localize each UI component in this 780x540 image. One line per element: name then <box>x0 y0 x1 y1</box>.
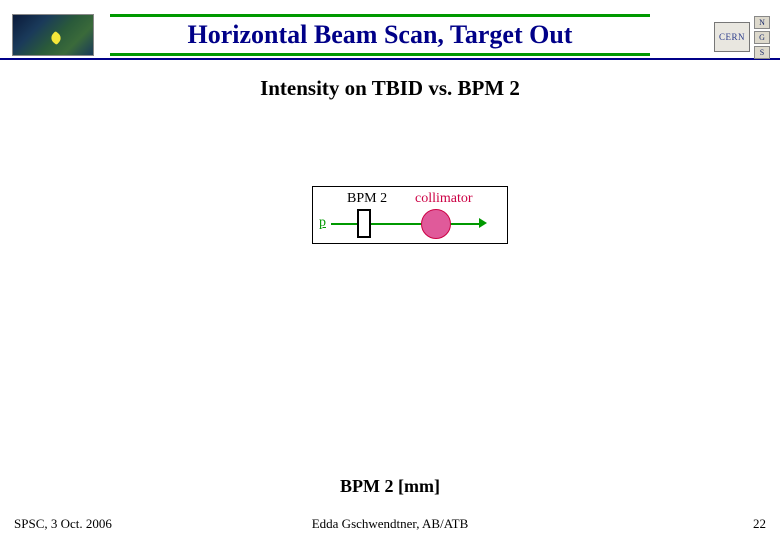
beam-arrow-line <box>331 223 481 225</box>
proton-label: p <box>319 215 326 231</box>
beam-arrow-head-icon <box>479 218 487 228</box>
cern-icon: CERN <box>714 22 750 52</box>
beamline-diagram: BPM 2 collimator p <box>312 186 508 244</box>
header-row: Horizontal Beam Scan, Target Out CERN NG… <box>0 6 780 60</box>
footer-page-number: 22 <box>753 516 766 532</box>
subtitle: Intensity on TBID vs. BPM 2 <box>0 76 780 101</box>
page-title: Horizontal Beam Scan, Target Out <box>188 20 573 50</box>
europe-map-thumbnail <box>12 14 94 56</box>
experiment-stack-icon: NGS <box>754 16 770 61</box>
title-box: Horizontal Beam Scan, Target Out <box>110 14 650 56</box>
x-axis-label: BPM 2 [mm] <box>0 476 780 497</box>
collimator-label: collimator <box>415 191 473 207</box>
footer-author: Edda Gschwendtner, AB/ATB <box>0 516 780 532</box>
bpm2-icon <box>357 209 371 238</box>
collimator-icon <box>421 209 451 239</box>
cern-logo-block: CERN NGS <box>714 12 770 60</box>
bpm2-label: BPM 2 <box>347 191 387 207</box>
